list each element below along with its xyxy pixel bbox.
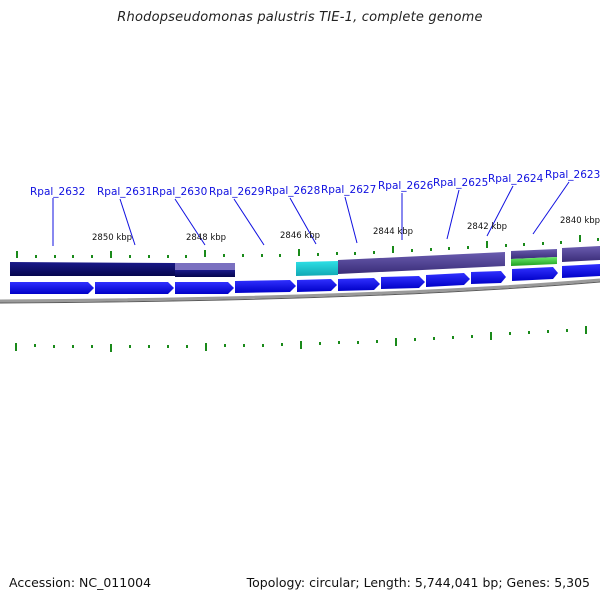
feature-segment[interactable] bbox=[175, 263, 235, 270]
accession-label: Accession: NC_011004 bbox=[9, 575, 152, 590]
feature-segment[interactable] bbox=[296, 261, 338, 276]
gene-label[interactable]: Rpal_2632 bbox=[30, 186, 85, 198]
kbp-label: 2848 kbp bbox=[186, 233, 226, 243]
top-scale-ticks bbox=[16, 235, 599, 258]
gene-label[interactable]: Rpal_2623 bbox=[545, 169, 600, 181]
leader-line bbox=[233, 198, 265, 246]
genome-backbone-shadow bbox=[0, 281, 600, 304]
leader-line bbox=[289, 197, 317, 245]
gene-arrow[interactable] bbox=[512, 267, 558, 281]
gene-arrow[interactable] bbox=[338, 278, 380, 291]
genome-summary: Topology: circular; Length: 5,744,041 bp… bbox=[246, 575, 590, 590]
gene-arrow[interactable] bbox=[381, 276, 425, 289]
gene-arrow[interactable] bbox=[426, 273, 470, 287]
feature-segment[interactable] bbox=[338, 252, 505, 274]
gene-label[interactable]: Rpal_2625 bbox=[433, 177, 488, 189]
kbp-label: 2846 kbp bbox=[280, 231, 320, 241]
feature-segment[interactable] bbox=[562, 246, 600, 262]
gene-arrow[interactable] bbox=[235, 280, 296, 293]
gene-label[interactable]: Rpal_2630 bbox=[152, 186, 207, 198]
leader-line bbox=[446, 189, 460, 240]
gene-arrow[interactable] bbox=[562, 264, 600, 278]
gene-label[interactable]: Rpal_2631 bbox=[97, 186, 152, 198]
gene-arrow[interactable] bbox=[297, 279, 337, 292]
leader-line bbox=[174, 198, 206, 246]
feature-track bbox=[10, 246, 600, 277]
leader-line bbox=[486, 185, 514, 237]
leader-line bbox=[119, 198, 136, 246]
map-title: Rhodopseudomonas palustris TIE-1, comple… bbox=[117, 10, 483, 25]
gene-arrow[interactable] bbox=[471, 271, 506, 284]
leader-line bbox=[532, 181, 570, 235]
gene-label[interactable]: Rpal_2628 bbox=[265, 185, 320, 197]
feature-segment[interactable] bbox=[10, 262, 175, 276]
gene-arrow[interactable] bbox=[95, 282, 174, 294]
bottom-scale-ticks bbox=[15, 326, 587, 352]
gene-label[interactable]: Rpal_2624 bbox=[488, 173, 544, 185]
gene-label-leaders bbox=[52, 181, 570, 246]
kbp-label: 2842 kbp bbox=[467, 222, 507, 232]
feature-segment[interactable] bbox=[175, 270, 235, 277]
gene-arrow[interactable] bbox=[10, 282, 94, 294]
feature-segment[interactable] bbox=[511, 257, 557, 266]
gene-label[interactable]: Rpal_2629 bbox=[209, 186, 264, 198]
kbp-label: 2840 kbp bbox=[560, 216, 600, 226]
gene-arrow[interactable] bbox=[175, 282, 234, 294]
gene-label[interactable]: Rpal_2626 bbox=[378, 180, 434, 192]
genome-backbone bbox=[0, 278, 600, 303]
gene-label[interactable]: Rpal_2627 bbox=[321, 184, 376, 196]
kbp-label: 2844 kbp bbox=[373, 227, 413, 237]
gene-labels: Rpal_2632 Rpal_2631 Rpal_2630 Rpal_2629 … bbox=[30, 169, 600, 198]
leader-line bbox=[344, 196, 358, 244]
feature-segment[interactable] bbox=[511, 249, 557, 259]
kbp-labels: 2850 kbp 2848 kbp 2846 kbp 2844 kbp 2842… bbox=[92, 216, 600, 243]
gene-arrow-track bbox=[10, 264, 600, 294]
kbp-label: 2850 kbp bbox=[92, 233, 132, 243]
